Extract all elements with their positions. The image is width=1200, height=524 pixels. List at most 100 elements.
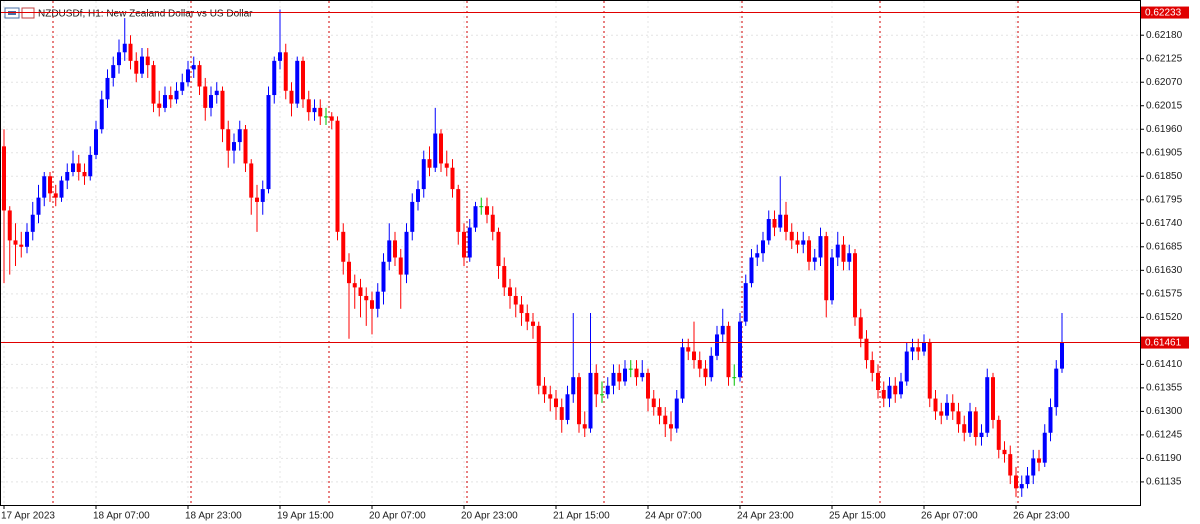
candle-body [991, 377, 995, 420]
candle-body [663, 415, 668, 425]
candle-body [134, 60, 139, 74]
candle-body [329, 116, 334, 121]
price-label-box [1141, 6, 1189, 19]
candle-body [473, 206, 478, 228]
candle-body [893, 385, 898, 395]
candle-body [939, 411, 944, 416]
candle-body [444, 163, 449, 168]
candle-body [1054, 368, 1059, 408]
candle-body [226, 129, 231, 151]
candle-body [53, 193, 58, 198]
candle-body [812, 257, 817, 262]
candle-body [191, 65, 196, 70]
candle-body [634, 368, 639, 378]
candle-body [818, 236, 823, 258]
candle-body [7, 210, 12, 241]
candle-body [30, 214, 35, 232]
candle-body [962, 424, 967, 433]
candle-body [94, 129, 98, 155]
candle-body [312, 107, 317, 113]
candle-body [870, 360, 875, 373]
candle-body [410, 201, 415, 232]
y-tick-label: 0.61740 [1146, 218, 1183, 229]
candle-body [1008, 454, 1013, 476]
candle-body [640, 372, 645, 378]
candle-body [582, 424, 587, 429]
candle-body [174, 90, 179, 100]
candle-body [255, 197, 259, 202]
x-tick-label: 18 Apr 07:00 [93, 511, 150, 522]
candle-body [36, 197, 41, 215]
candle-body [2, 146, 6, 211]
y-tick-label: 0.61520 [1146, 312, 1183, 323]
candle-body [375, 291, 380, 309]
candle-body [278, 52, 282, 61]
candle-body [25, 231, 29, 247]
candle-body [13, 240, 18, 245]
candle-body [1019, 484, 1024, 489]
candle-body [950, 402, 955, 412]
candle-body [554, 398, 558, 408]
y-tick-label: 0.62070 [1146, 77, 1183, 88]
x-tick-label: 19 Apr 15:00 [277, 511, 334, 522]
candle-body [887, 385, 892, 399]
candle-body [456, 189, 461, 232]
candle-body [715, 334, 719, 356]
candle-body [111, 65, 116, 78]
candle-body [881, 390, 886, 399]
candle-body [151, 65, 156, 104]
candle-body [519, 304, 524, 314]
x-tick-label: 25 Apr 15:00 [829, 511, 886, 522]
candle-body [99, 99, 104, 130]
candle-body [398, 257, 403, 275]
candle-body [197, 65, 202, 87]
candle-body [692, 351, 696, 361]
candle-body [985, 377, 990, 433]
candle-body [243, 129, 248, 164]
candle-body [128, 43, 133, 61]
x-tick-label: 26 Apr 23:00 [1013, 511, 1070, 522]
y-tick-label: 0.62125 [1146, 53, 1183, 64]
candle-body [404, 231, 409, 275]
y-tick-label: 0.61410 [1146, 359, 1183, 370]
candle-body [168, 95, 173, 100]
candle-body [145, 56, 150, 66]
candle-body [835, 244, 840, 258]
candle-body [82, 171, 87, 177]
candle-body [421, 159, 426, 190]
candle-body [973, 411, 978, 438]
candle-body [651, 398, 656, 408]
candle-body [393, 240, 397, 258]
candle-body [180, 82, 185, 91]
candle-body [795, 240, 800, 245]
y-tick-label: 0.61300 [1146, 406, 1183, 417]
candle-body [485, 206, 489, 215]
candle-body [65, 171, 70, 181]
candle-body [220, 90, 225, 130]
candle-body [88, 154, 93, 177]
candle-body [48, 176, 52, 194]
candle-body [416, 189, 420, 202]
candle-body [157, 103, 162, 108]
candle-body [260, 189, 265, 202]
y-tick-label: 0.62180 [1146, 30, 1183, 41]
chart-title: NZDUSDf, H1: New Zealand Dollar vs US Do… [38, 9, 253, 20]
candle-body [646, 372, 650, 399]
candle-body [749, 257, 754, 284]
candle-body [525, 313, 530, 322]
candle-body [657, 407, 662, 416]
candle-body [1042, 432, 1047, 463]
candle-body [743, 283, 748, 322]
candle-body [623, 368, 627, 382]
candle-body [186, 69, 190, 83]
candle-body [841, 244, 846, 262]
candle-body [71, 163, 75, 172]
candle-body [467, 227, 472, 258]
candle-body [439, 133, 443, 164]
candle-body [605, 385, 610, 395]
candle-body [784, 214, 788, 232]
candle-body [301, 60, 305, 100]
candle-body [117, 52, 121, 66]
candle-body [306, 99, 311, 113]
y-tick-label: 0.61795 [1146, 194, 1183, 205]
